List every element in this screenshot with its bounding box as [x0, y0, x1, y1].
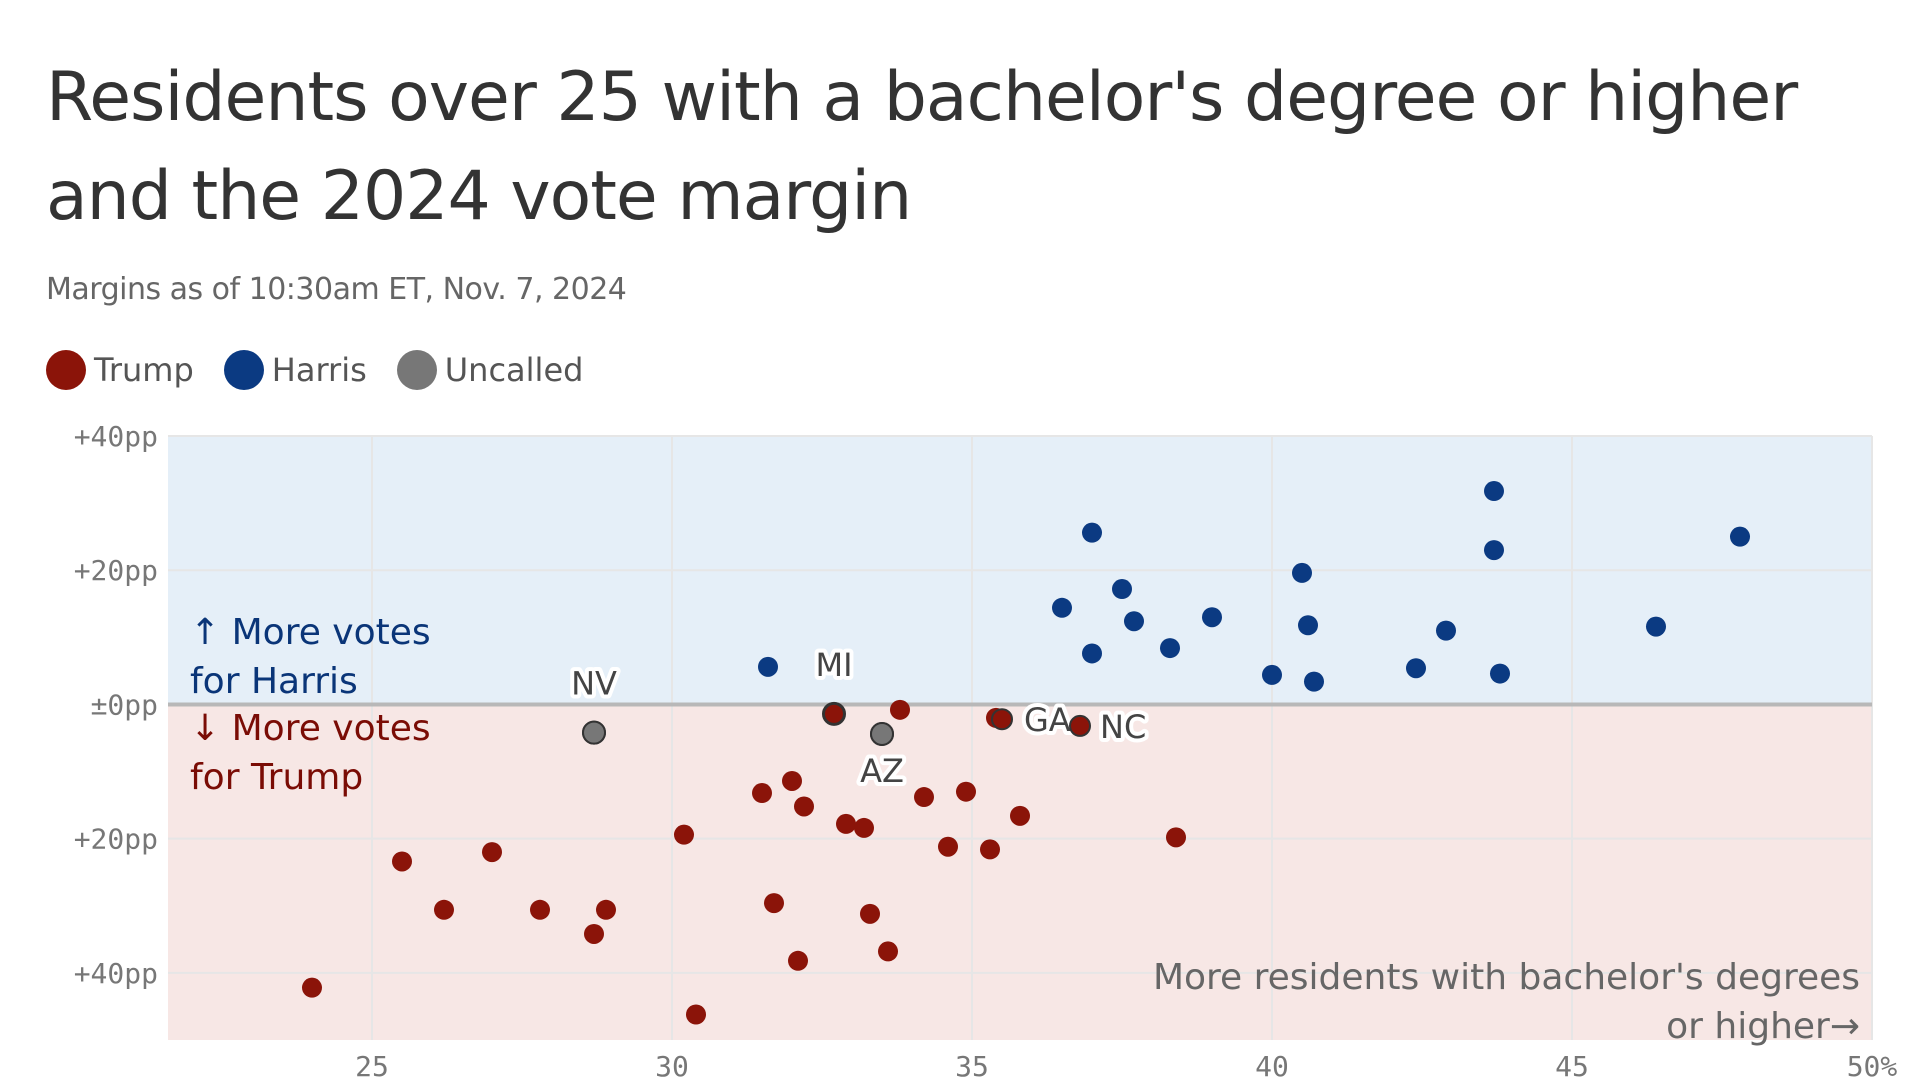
trump-band — [168, 704, 1872, 1040]
x-annotation-line1: More residents with bachelor's degrees — [1153, 957, 1860, 998]
legend: Trump Harris Uncalled — [46, 350, 613, 390]
point-harris — [1484, 481, 1504, 502]
state-label-mi: MI — [815, 646, 852, 684]
point-harris — [1124, 611, 1144, 632]
state-label-ga: GA — [1024, 701, 1071, 739]
legend-item-trump: Trump — [46, 350, 194, 390]
point-harris — [1082, 522, 1102, 543]
point-trump — [938, 836, 958, 857]
y-tick-label: +40pp — [74, 957, 158, 990]
point-trump — [956, 781, 976, 802]
point-harris — [1160, 638, 1180, 659]
point-harris — [1082, 643, 1102, 664]
labeled-point-mi — [823, 702, 845, 725]
point-trump — [674, 824, 694, 845]
legend-swatch-harris — [223, 350, 264, 390]
x-tick-label: 25 — [355, 1050, 389, 1080]
labeled-point-nv — [582, 720, 606, 745]
y-tick-label: +40pp — [74, 420, 158, 453]
point-trump — [836, 813, 856, 834]
x-annotation-line2: or higher→ — [1666, 1006, 1860, 1047]
point-trump — [914, 787, 934, 808]
y-tick-label: +20pp — [74, 554, 158, 587]
point-trump — [596, 899, 616, 920]
state-label-nv: NV — [571, 665, 617, 703]
point-trump — [752, 783, 772, 804]
point-harris — [1202, 607, 1222, 628]
point-trump — [302, 977, 322, 998]
harris-annotation-line2: for Harris — [190, 661, 358, 702]
point-harris — [1292, 562, 1312, 583]
labeled-point-az — [870, 721, 894, 746]
point-harris — [1298, 615, 1318, 636]
point-harris — [1262, 664, 1282, 685]
state-label-az: AZ — [860, 752, 904, 790]
y-tick-label: ±0pp — [91, 688, 158, 721]
point-trump — [860, 903, 880, 924]
point-harris — [1436, 620, 1456, 641]
point-trump — [980, 839, 1000, 860]
chart-title: Residents over 25 with a bachelor's degr… — [46, 58, 1798, 236]
point-harris — [1646, 616, 1666, 637]
legend-label-uncalled: Uncalled — [444, 351, 584, 389]
state-labels: NV MI AZ GA NC — [567, 642, 1150, 794]
trump-annotation-line1: ↓ More votes — [190, 708, 431, 749]
y-tick-label: +20pp — [74, 823, 158, 856]
legend-label-trump: Trump — [94, 351, 194, 389]
legend-item-uncalled: Uncalled — [396, 350, 584, 390]
point-trump — [392, 851, 412, 872]
state-label-nc: NC — [1100, 708, 1146, 746]
point-trump — [686, 1004, 706, 1025]
legend-item-harris: Harris — [223, 350, 367, 390]
trump-annotation-line2: for Trump — [190, 757, 363, 798]
point-harris — [758, 656, 778, 677]
point-trump — [1010, 805, 1030, 826]
annotations: ↑ More votes for Harris ↓ More votes for… — [190, 612, 1860, 1047]
harris-annotation-line1: ↑ More votes — [190, 612, 431, 653]
point-trump — [764, 893, 784, 914]
y-axis-ticks: +40pp +20pp ±0pp +20pp +40pp — [74, 420, 158, 990]
x-axis-ticks: 25 30 35 40 45 50% — [355, 1050, 1897, 1080]
point-harris — [1490, 663, 1510, 684]
point-harris — [1112, 579, 1132, 600]
x-tick-label: 50% — [1847, 1050, 1898, 1080]
point-trump — [788, 950, 808, 971]
point-trump — [890, 699, 910, 720]
legend-swatch-trump — [46, 350, 86, 390]
point-trump — [434, 899, 454, 920]
grid-lines — [168, 435, 1873, 1040]
labeled-point-ga — [991, 708, 1013, 731]
data-points — [302, 481, 1750, 1025]
point-trump — [584, 923, 604, 944]
x-tick-label: 35 — [955, 1050, 989, 1080]
point-trump — [782, 770, 802, 791]
point-trump — [878, 941, 898, 962]
legend-label-harris: Harris — [271, 351, 367, 389]
point-trump — [530, 899, 550, 920]
legend-swatch-uncalled — [396, 350, 437, 390]
point-trump — [482, 842, 502, 863]
x-tick-label: 40 — [1255, 1050, 1289, 1080]
point-harris — [1304, 671, 1324, 692]
point-harris — [1052, 597, 1072, 618]
point-harris — [1730, 526, 1750, 547]
point-harris — [1406, 658, 1426, 679]
x-tick-label: 30 — [655, 1050, 689, 1080]
point-trump — [854, 817, 874, 838]
x-tick-label: 45 — [1555, 1050, 1589, 1080]
point-trump — [794, 796, 814, 817]
labeled-point-nc — [1069, 714, 1091, 737]
scatter-chart: +40pp +20pp ±0pp +20pp +40pp 25 30 35 40 45 50% ↑… — [74, 420, 1898, 1080]
point-trump — [1166, 827, 1186, 848]
chart-subtitle: Margins as of 10:30am ET, Nov. 7, 2024 — [46, 272, 627, 307]
point-harris — [1484, 540, 1504, 561]
